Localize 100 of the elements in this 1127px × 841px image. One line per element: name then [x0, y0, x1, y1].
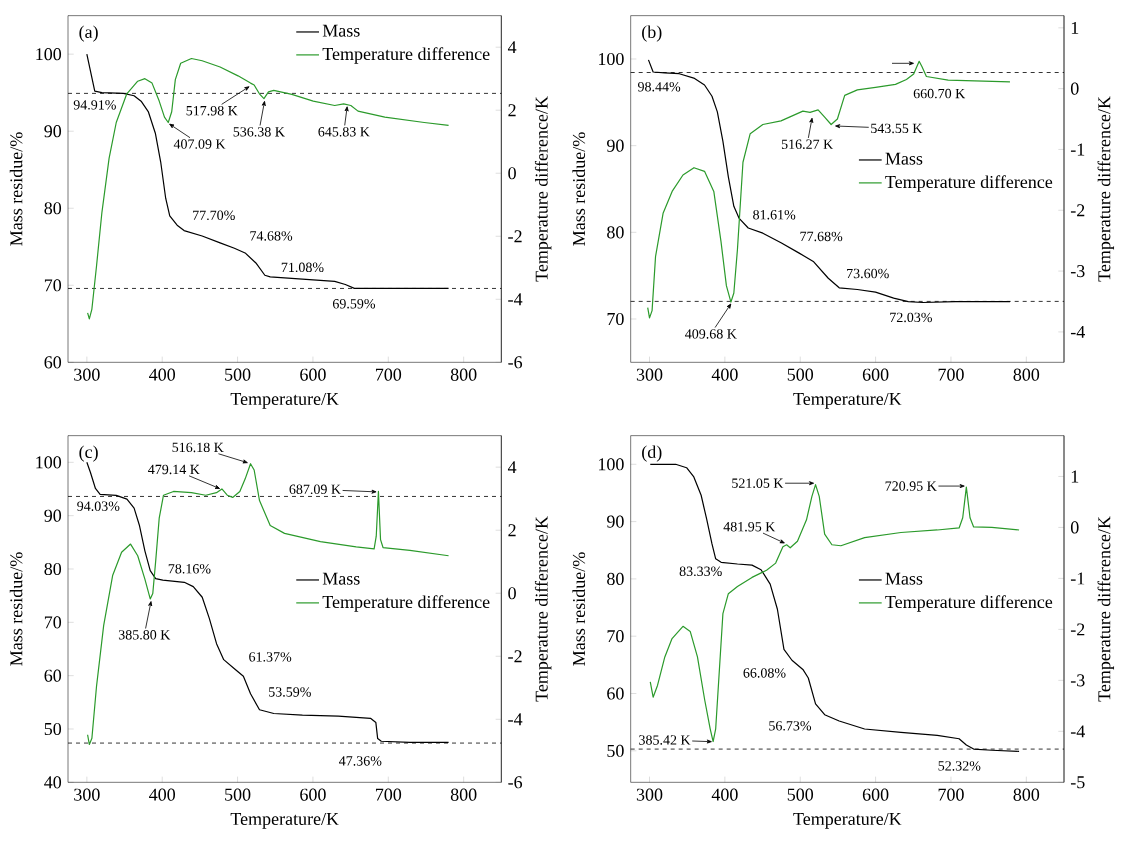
y2-tick-label: -5: [1070, 776, 1085, 789]
y2-tick-label: -4: [1070, 725, 1085, 738]
y-axis-title: Mass residue/%: [9, 132, 23, 246]
annotation: 66.08%: [743, 668, 786, 678]
y2-tick-label: -2: [1070, 204, 1085, 217]
y2-tick-label: -6: [508, 776, 523, 789]
annotation: 77.68%: [800, 231, 843, 242]
y2-tick-label: 4: [507, 461, 517, 474]
annotation: 479.14 K: [148, 464, 200, 475]
x-tick-label: 700: [938, 788, 964, 801]
annotation: 516.27 K: [781, 139, 834, 150]
y-tick-label: 70: [44, 279, 62, 292]
x-tick-label: 600: [862, 788, 889, 801]
y2-tick-label: 1: [1071, 21, 1079, 34]
x-tick-label: 300: [636, 368, 663, 381]
x-tick-label: 600: [862, 368, 889, 381]
annotation: 521.05 K: [732, 478, 784, 488]
legend-label: Temperature difference: [322, 595, 490, 612]
legend-label: Mass: [885, 152, 923, 165]
x-axis-title: Temperature/K: [793, 812, 902, 829]
y2-tick-label: -6: [508, 356, 523, 369]
legend-label: Temperature difference: [322, 47, 490, 64]
y-tick-label: 80: [607, 226, 624, 239]
y-tick-label: 100: [599, 458, 624, 471]
annotation: 77.70%: [193, 210, 235, 221]
y-tick-label: 80: [44, 562, 62, 576]
y2-tick-label: -2: [1070, 623, 1085, 636]
y-tick-label: 80: [607, 572, 624, 585]
legend-label: Mass: [322, 572, 360, 585]
y-tick-label: 90: [44, 125, 62, 138]
y-tick-label: 90: [44, 509, 62, 522]
chart-title: (a): [79, 25, 98, 42]
y2-axis-title: Temperature difference/K: [1097, 516, 1115, 702]
x-tick-label: 500: [787, 368, 814, 381]
x-axis-title: Temperature/K: [793, 392, 902, 409]
annotation: 61.37%: [249, 652, 292, 662]
y-axis-title: Mass residue/%: [9, 552, 23, 666]
y2-tick-label: 0: [508, 587, 516, 600]
x-tick-label: 400: [711, 368, 738, 381]
annotation: 83.33%: [679, 566, 722, 577]
x-tick-label: 800: [450, 368, 477, 381]
y2-tick-label: 2: [508, 524, 516, 537]
annotation: 687.09 K: [289, 484, 341, 495]
legend-label: Temperature difference: [885, 175, 1053, 192]
x-tick-label: 300: [74, 368, 100, 381]
y-tick-label: 60: [607, 687, 624, 700]
y2-tick-label: 4: [507, 41, 517, 54]
y-axis-title: Mass residue/%: [572, 132, 586, 246]
x-axis-title: Temperature/K: [230, 392, 339, 409]
y-tick-label: 90: [606, 515, 624, 528]
annotation: 385.80 K: [118, 630, 171, 640]
annotation: 94.91%: [73, 100, 116, 110]
y2-tick-label: 0: [1070, 82, 1079, 95]
y-tick-label: 100: [36, 48, 62, 61]
legend-label: Mass: [885, 572, 923, 585]
annotation: 78.16%: [168, 564, 211, 574]
y-tick-label: 60: [44, 356, 62, 369]
x-tick-label: 700: [375, 368, 402, 381]
y-tick-label: 70: [607, 630, 624, 643]
y2-tick-label: -2: [508, 650, 522, 663]
y-tick-label: 80: [44, 202, 62, 215]
y2-tick-label: 1: [1071, 470, 1079, 483]
y2-axis-title: Temperature difference/K: [534, 516, 552, 702]
x-tick-label: 500: [225, 368, 251, 381]
x-tick-label: 500: [225, 788, 251, 801]
y2-tick-label: -3: [1070, 674, 1085, 687]
annotation: 407.09 K: [173, 139, 226, 149]
y-axis-title: Mass residue/%: [572, 552, 586, 666]
chart-title: (b): [642, 25, 662, 42]
x-axis-title: Temperature/K: [230, 812, 339, 829]
annotation: 56.73%: [769, 721, 812, 731]
annotation: 481.95 K: [723, 521, 776, 532]
y-tick-label: 60: [44, 669, 62, 682]
x-tick-label: 300: [74, 788, 100, 801]
annotation: 69.59%: [332, 299, 376, 309]
annotation: 660.70 K: [913, 88, 966, 99]
annotation: 516.18 K: [172, 442, 224, 453]
y2-axis-title: Temperature difference/K: [1097, 96, 1115, 282]
y2-tick-label: 0: [1070, 521, 1079, 534]
x-tick-label: 400: [149, 788, 176, 801]
annotation: 53.59%: [269, 687, 311, 697]
chart-title: (d): [642, 445, 662, 462]
x-tick-label: 800: [450, 788, 477, 801]
annotation: 52.32%: [938, 761, 981, 771]
annotation: 536.38 K: [233, 127, 285, 137]
annotation: 543.55 K: [871, 123, 923, 134]
x-tick-label: 800: [1013, 368, 1040, 381]
y2-tick-label: -2: [508, 230, 522, 243]
y2-tick-label: -4: [508, 713, 523, 726]
annotation: 409.68 K: [685, 329, 737, 339]
annotation: 81.61%: [753, 210, 796, 220]
y2-tick-label: -4: [1070, 325, 1085, 338]
legend-label: Temperature difference: [885, 595, 1053, 612]
y-tick-label: 50: [44, 722, 62, 736]
y-tick-label: 100: [36, 456, 62, 469]
y2-tick-label: -3: [1070, 265, 1085, 278]
y2-tick-label: -4: [508, 293, 523, 306]
y-tick-label: 40: [44, 776, 62, 789]
y-tick-label: 50: [607, 744, 624, 757]
annotation: 74.68%: [250, 231, 293, 241]
